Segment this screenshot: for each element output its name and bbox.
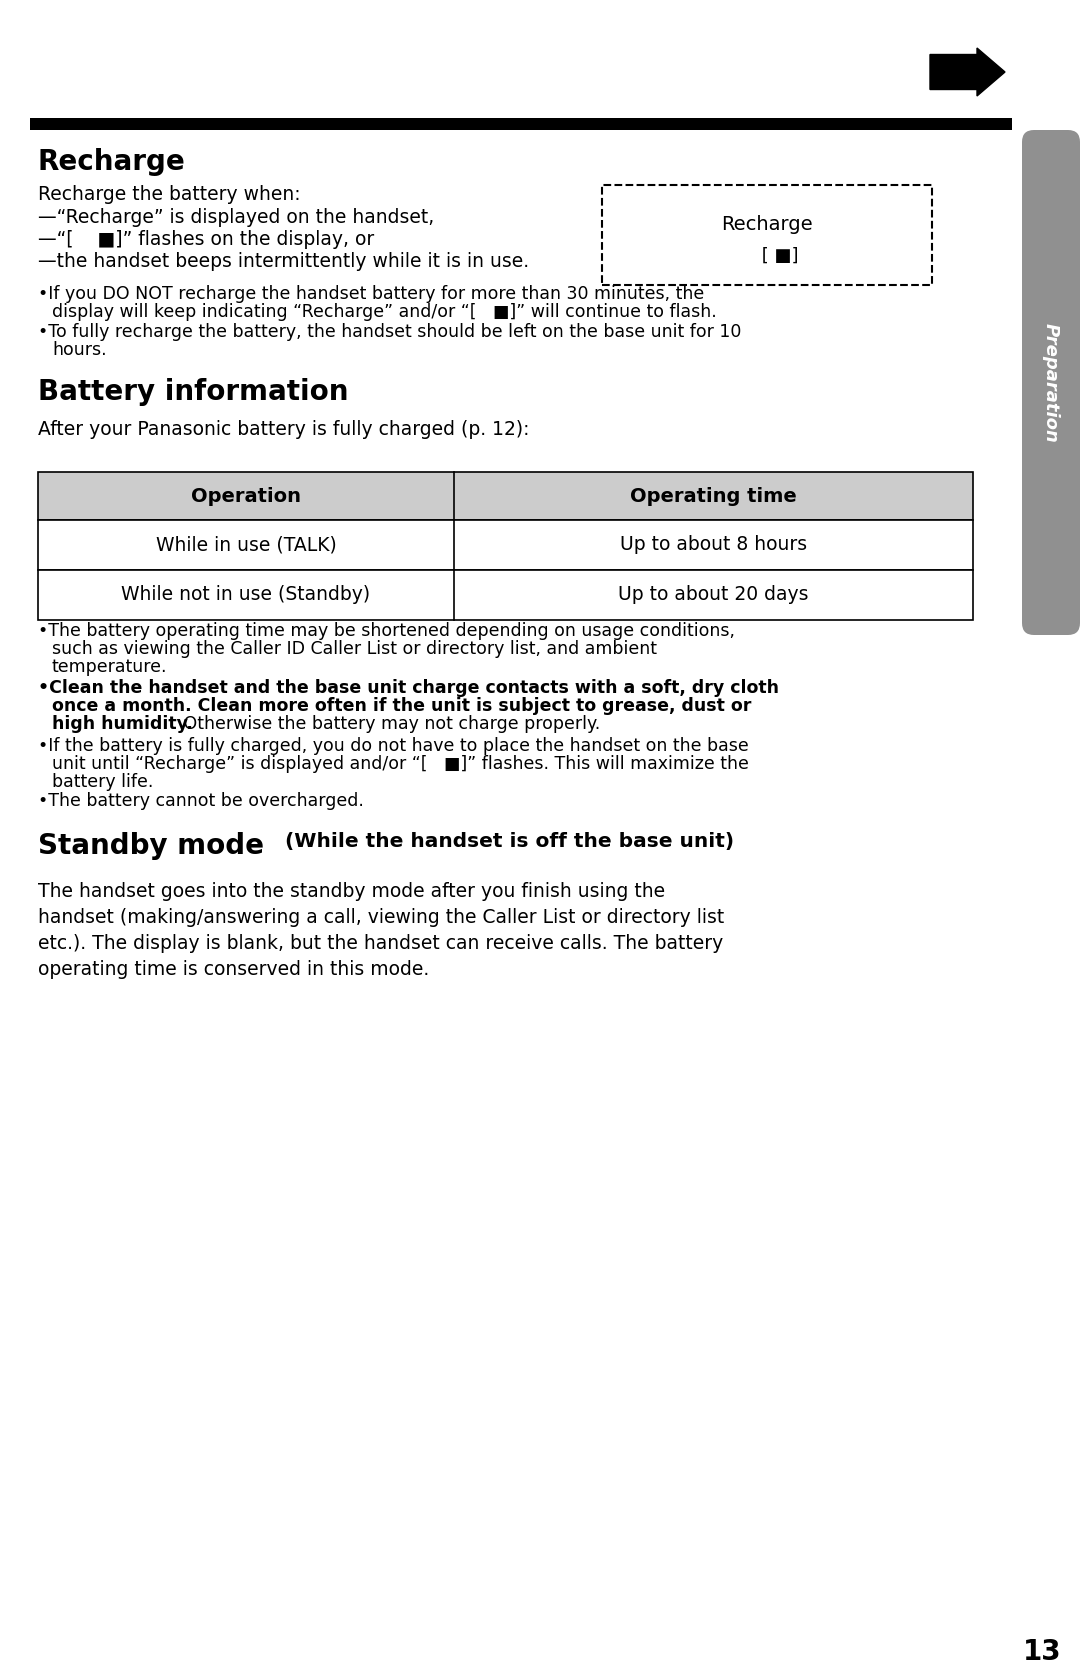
FancyBboxPatch shape	[1022, 130, 1080, 634]
Bar	[30, 118, 1012, 130]
Text: •The battery cannot be overcharged.: •The battery cannot be overcharged.	[38, 793, 364, 809]
Text: Recharge the battery when:: Recharge the battery when:	[38, 185, 300, 204]
Text: unit until “Recharge” is displayed and/or “[   ■]” flashes. This will maximize t: unit until “Recharge” is displayed and/o…	[52, 754, 748, 773]
Text: •To fully recharge the battery, the handset should be left on the base unit for : •To fully recharge the battery, the hand…	[38, 324, 741, 340]
Text: Recharge: Recharge	[721, 215, 813, 234]
Bar	[602, 185, 932, 285]
Text: Standby mode: Standby mode	[38, 833, 264, 860]
Text: temperature.: temperature.	[52, 658, 167, 676]
Text: hours.: hours.	[52, 340, 107, 359]
Text: •Clean the handset and the base unit charge contacts with a soft, dry cloth: •Clean the handset and the base unit cha…	[38, 679, 779, 698]
Bar	[38, 571, 973, 619]
Text: operating time is conserved in this mode.: operating time is conserved in this mode…	[38, 960, 429, 980]
Text: Operating time: Operating time	[630, 486, 797, 506]
Text: Up to about 20 days: Up to about 20 days	[618, 586, 809, 604]
Text: Operation: Operation	[191, 486, 301, 506]
Text: •If you DO NOT recharge the handset battery for more than 30 minutes, the: •If you DO NOT recharge the handset batt…	[38, 285, 704, 304]
Text: 13: 13	[1023, 1637, 1062, 1666]
Text: While not in use (Standby): While not in use (Standby)	[121, 586, 370, 604]
Text: •If the battery is fully charged, you do not have to place the handset on the ba: •If the battery is fully charged, you do…	[38, 738, 748, 754]
Text: Recharge: Recharge	[38, 149, 186, 175]
Text: Up to about 8 hours: Up to about 8 hours	[620, 536, 807, 554]
Text: etc.). The display is blank, but the handset can receive calls. The battery: etc.). The display is blank, but the han…	[38, 935, 724, 953]
Text: —“Recharge” is displayed on the handset,: —“Recharge” is displayed on the handset,	[38, 209, 434, 227]
Text: Otherwise the battery may not charge properly.: Otherwise the battery may not charge pro…	[178, 714, 600, 733]
Bar	[38, 472, 973, 521]
Text: once a month. Clean more often if the unit is subject to grease, dust or: once a month. Clean more often if the un…	[52, 698, 752, 714]
FancyArrow shape	[930, 48, 1005, 97]
Text: Preparation: Preparation	[1042, 322, 1059, 442]
Text: After your Panasonic battery is fully charged (p. 12):: After your Panasonic battery is fully ch…	[38, 421, 529, 439]
Text: —the handset beeps intermittently while it is in use.: —the handset beeps intermittently while …	[38, 252, 529, 270]
Text: [ ■]: [ ■]	[756, 247, 798, 265]
Text: •The battery operating time may be shortened depending on usage conditions,: •The battery operating time may be short…	[38, 623, 735, 639]
Text: The handset goes into the standby mode after you finish using the: The handset goes into the standby mode a…	[38, 881, 665, 901]
Bar	[38, 521, 973, 571]
Text: —“[    ■]” flashes on the display, or: —“[ ■]” flashes on the display, or	[38, 230, 375, 249]
Text: Battery information: Battery information	[38, 377, 349, 406]
Text: battery life.: battery life.	[52, 773, 153, 791]
Text: display will keep indicating “Recharge” and/or “[   ■]” will continue to flash.: display will keep indicating “Recharge” …	[52, 304, 717, 320]
Text: high humidity.: high humidity.	[52, 714, 193, 733]
Text: such as viewing the Caller ID Caller List or directory list, and ambient: such as viewing the Caller ID Caller Lis…	[52, 639, 657, 658]
Text: While in use (TALK): While in use (TALK)	[156, 536, 336, 554]
Text: (While the handset is off the base unit): (While the handset is off the base unit)	[278, 833, 734, 851]
Text: handset (making/answering a call, viewing the Caller List or directory list: handset (making/answering a call, viewin…	[38, 908, 725, 926]
